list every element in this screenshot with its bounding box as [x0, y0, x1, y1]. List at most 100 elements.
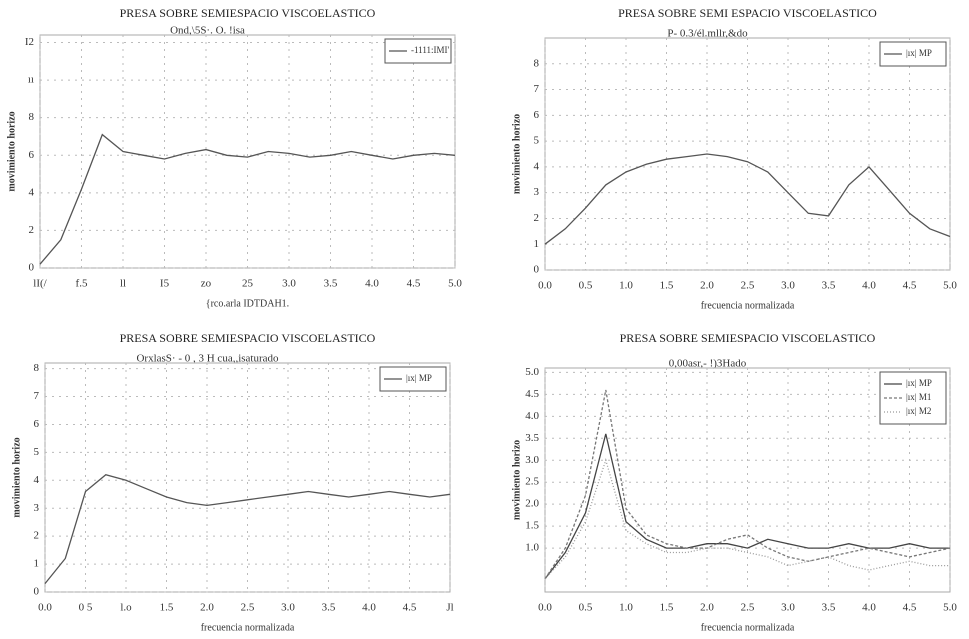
x-tick-label: Jl — [446, 602, 453, 614]
y-tick-label: 6 — [34, 418, 40, 430]
y-tick-label: 5.0 — [525, 366, 539, 378]
x-axis-label: frecuencia normalizada — [701, 300, 795, 311]
y-tick-label: 2 — [29, 224, 35, 236]
x-axis-label: frecuencia normalizada — [701, 622, 795, 633]
x-tick-label: 3.5 — [822, 280, 836, 292]
x-tick-label: ll — [120, 278, 126, 290]
x-tick-label: 4.5 — [903, 602, 917, 614]
y-tick-label: 5 — [34, 446, 40, 458]
x-tick-label: 25 — [242, 278, 254, 290]
x-tick-label: 4.5 — [403, 602, 417, 614]
x-tick-label: 2.0 — [700, 280, 714, 292]
y-tick-label: 4.0 — [525, 410, 539, 422]
plot-frame — [45, 363, 450, 592]
y-tick-label: 8 — [534, 57, 540, 69]
x-tick-label: 2.5 — [241, 602, 255, 614]
y-tick-label: 0 — [534, 264, 540, 276]
y-tick-label: 2.0 — [525, 498, 539, 510]
x-tick-label: 3.0 — [781, 602, 795, 614]
x-tick-label: zo — [201, 278, 212, 290]
chart-title: PRESA SOBRE SEMIESPACIO VISCOELASTICO — [620, 331, 876, 345]
y-tick-label: 8 — [34, 362, 40, 374]
x-tick-label: 5.0 — [448, 278, 462, 290]
x-tick-label: 0.0 — [38, 602, 52, 614]
x-tick-label: 0.5 — [579, 280, 593, 292]
y-axis-label: movimiento horizo — [511, 114, 522, 194]
x-tick-label: 4.0 — [362, 602, 376, 614]
y-tick-label: ıı — [28, 74, 34, 86]
y-axis-label: movimiento horizo — [11, 437, 22, 517]
x-tick-label: 0.5 — [579, 602, 593, 614]
x-tick-label: 4.0 — [862, 280, 876, 292]
x-axis-label: frecuencia normalizada — [201, 622, 295, 633]
y-tick-label: 0 — [34, 586, 40, 598]
y-tick-label: 2 — [534, 212, 540, 224]
y-tick-label: 4 — [29, 186, 35, 198]
y-tick-label: 0 — [29, 262, 35, 274]
y-tick-label: 3 — [534, 186, 540, 198]
y-axis-label: movimiento horizo — [6, 111, 17, 191]
x-tick-label: 3.0 — [282, 278, 296, 290]
legend-label: -1111:IMI' — [411, 45, 449, 55]
x-tick-label: 2.5 — [741, 280, 755, 292]
y-tick-label: 7 — [534, 83, 540, 95]
y-tick-label: 6 — [534, 109, 540, 121]
y-tick-label: 4 — [34, 474, 40, 486]
y-tick-label: 3.0 — [525, 454, 539, 466]
x-tick-label: 2.0 — [700, 602, 714, 614]
y-tick-label: 8 — [29, 111, 35, 123]
x-axis-label: {rco.arla IDTDAH1. — [206, 298, 289, 309]
x-tick-label: 3.5 — [822, 602, 836, 614]
x-tick-label: lI(/ — [33, 278, 47, 290]
x-tick-label: 0.0 — [538, 602, 552, 614]
y-tick-label: 3 — [34, 502, 40, 514]
chart-title: PRESA SOBRE SEMIESPACIO VISCOELASTICO — [120, 331, 376, 345]
y-tick-label: 1.0 — [525, 542, 539, 554]
x-tick-label: 1.0 — [619, 602, 633, 614]
page: PRESA SOBRE SEMIESPACIO VISCOELASTICOOnd… — [0, 0, 969, 639]
x-tick-label: 4.5 — [903, 280, 917, 292]
x-tick-label: 4.5 — [407, 278, 421, 290]
y-tick-label: 1.5 — [525, 520, 539, 532]
chart-title: PRESA SOBRE SEMIESPACIO VISCOELASTICO — [120, 6, 376, 20]
y-tick-label: 1 — [34, 558, 40, 570]
x-tick-label: 4.0 — [862, 602, 876, 614]
y-axis-label: movimiento horizo — [511, 440, 522, 520]
y-tick-label: 2 — [34, 530, 40, 542]
x-tick-label: 3.0 — [781, 280, 795, 292]
plot-frame — [40, 35, 455, 268]
legend-label: |ıx| MP — [906, 378, 932, 388]
y-tick-label: 4 — [534, 160, 540, 172]
x-tick-label: 0 5 — [79, 602, 93, 614]
y-tick-label: 1 — [534, 238, 540, 250]
y-tick-label: 3.5 — [525, 432, 539, 444]
x-tick-label: l.o — [120, 602, 132, 614]
y-tick-label: 2.5 — [525, 476, 539, 488]
x-tick-label: 2.5 — [741, 602, 755, 614]
x-tick-label: 2.0 — [200, 602, 214, 614]
x-tick-label: 1.5 — [660, 602, 674, 614]
x-tick-label: 3.5 — [322, 602, 336, 614]
x-tick-label: 3.0 — [281, 602, 295, 614]
y-tick-label: 4.5 — [525, 388, 539, 400]
legend-label: |ıx| M1 — [906, 392, 931, 402]
x-tick-label: 0.0 — [538, 280, 552, 292]
y-tick-label: I2 — [25, 36, 34, 48]
y-tick-label: 7 — [34, 390, 40, 402]
chart-title: PRESA SOBRE SEMI ESPACIO VISCOELASTICO — [618, 6, 877, 20]
x-tick-label: f.5 — [76, 278, 88, 290]
x-tick-label: 5.0 — [943, 280, 957, 292]
x-tick-label: I5 — [160, 278, 170, 290]
legend-label: |ıx| MP — [906, 48, 932, 58]
series-line — [545, 460, 950, 579]
y-tick-label: 6 — [29, 149, 35, 161]
x-tick-label: 1.5 — [660, 280, 674, 292]
y-tick-label: 5 — [534, 135, 540, 147]
x-tick-label: 5.0 — [943, 602, 957, 614]
legend-label: |ıx| MP — [406, 373, 432, 383]
x-tick-label: 3.5 — [324, 278, 338, 290]
legend-label: |ıx| M2 — [906, 406, 931, 416]
x-tick-label: 1.0 — [619, 280, 633, 292]
x-tick-label: 4.0 — [365, 278, 379, 290]
x-tick-label: 1.5 — [160, 602, 174, 614]
